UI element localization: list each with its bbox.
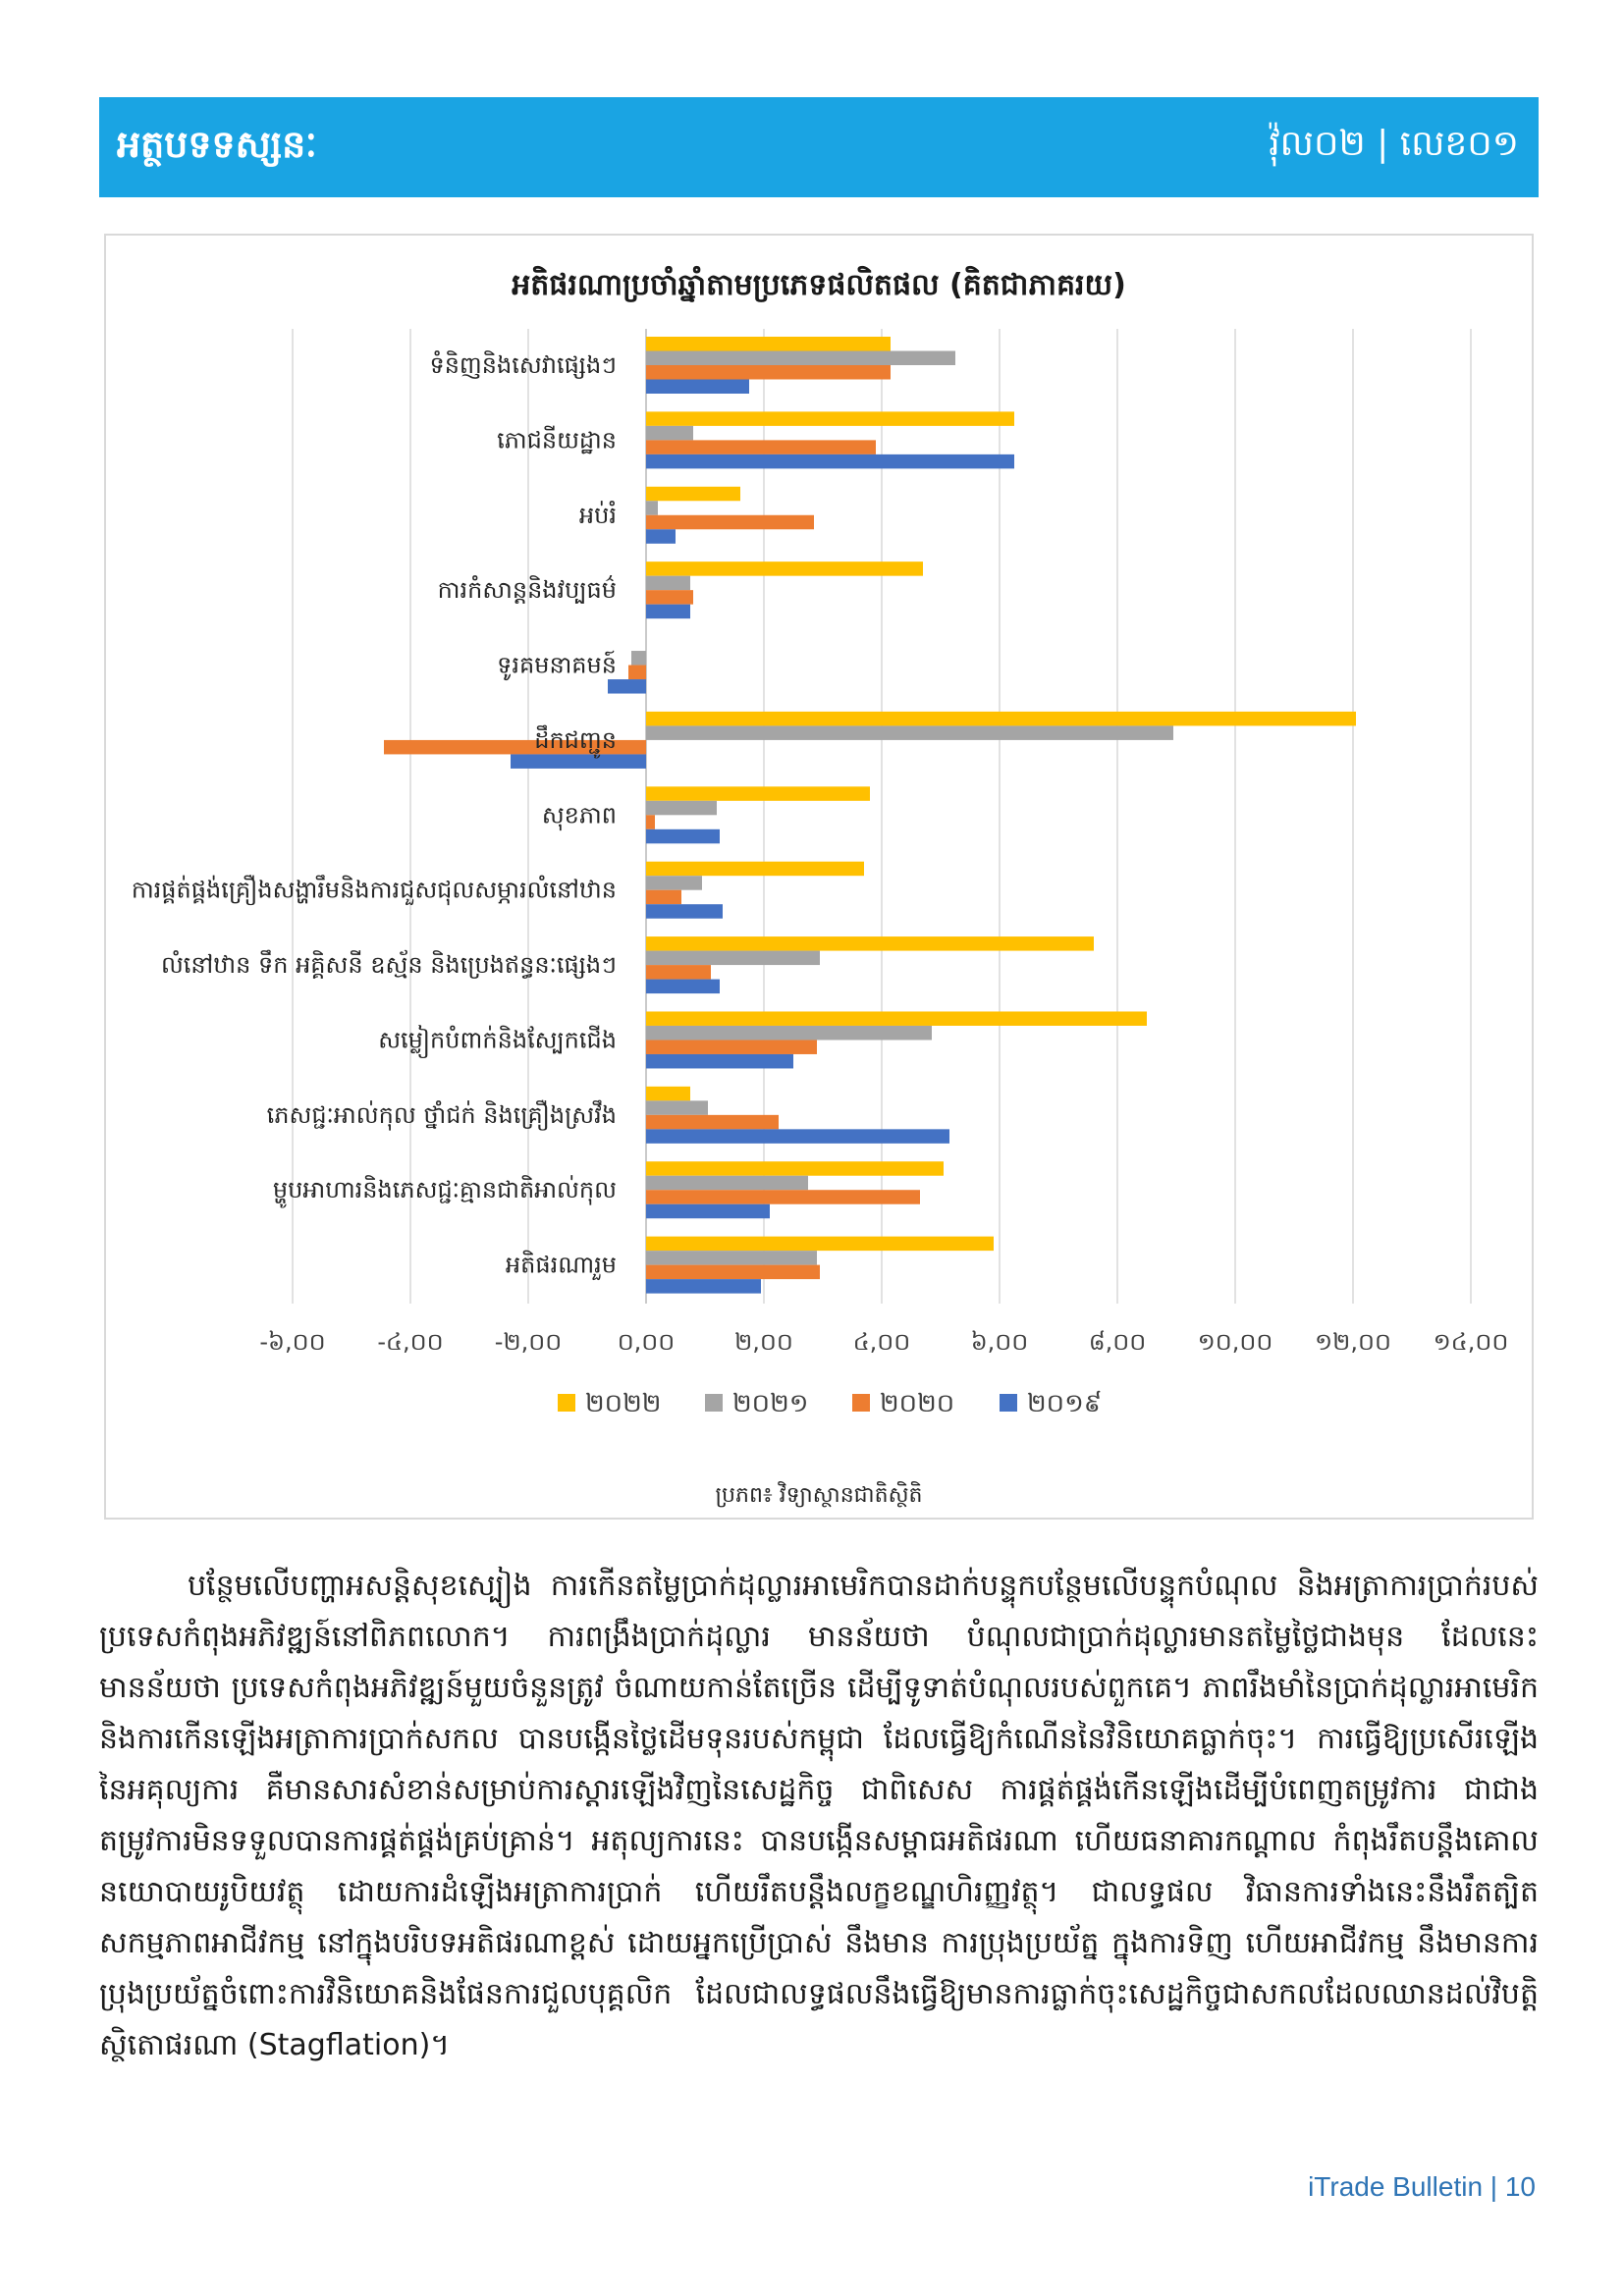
bar-1-2 [646, 440, 876, 454]
x-tick-label-4: ២,០០ [734, 1328, 793, 1356]
chart-frame: អតិផរណាប្រចាំឆ្នាំតាមប្រភេទផលិតផល (គិតជា… [104, 234, 1534, 1520]
legend-swatch-2 [852, 1394, 870, 1412]
bar-8-0 [646, 936, 1094, 951]
x-tick-label-2: -២,០០ [495, 1328, 562, 1356]
x-tick-label-9: ១២,០០ [1315, 1328, 1391, 1356]
category-label-1: ភោជនីយដ្ឋាន [497, 425, 617, 454]
body-paragraph: បន្ថែមលើបញ្ហាអសន្តិសុខស្បៀង ការកើនតម្លៃប… [99, 1569, 1539, 2062]
bar-3-0 [646, 561, 923, 576]
category-label-2: អប់រំ [579, 501, 617, 529]
category-label-12: អតិផរណារួម [506, 1251, 617, 1281]
bar-6-0 [646, 786, 870, 801]
category-label-5: ដឹកជញ្ជូន [534, 724, 617, 759]
x-tick-label-5: ៤,០០ [853, 1328, 911, 1356]
bar-3-3 [646, 604, 690, 619]
bar-10-1 [646, 1100, 708, 1115]
category-label-8: លំនៅឋាន ទឹក អគ្គិសនី ឧស្ម័ន និងប្រេងឥន្ធ… [161, 949, 617, 979]
bar-9-3 [646, 1053, 793, 1069]
category-label-11: ម្ហូបអាហារនិងភេសជ្ជៈគ្មានជាតិអាល់កុល [273, 1175, 617, 1208]
bar-2-2 [646, 514, 814, 530]
bar-5-1 [646, 725, 1173, 740]
category-label-4: ទូរគមនាគមន៍ [497, 651, 617, 681]
bar-9-1 [646, 1025, 932, 1041]
bar-5-0 [646, 711, 1356, 726]
inflation-bar-chart: អតិផរណាប្រចាំឆ្នាំតាមប្រភេទផលិតផល (គិតជា… [132, 265, 1509, 1508]
section-title: អត្ថបទទស្សនៈ [117, 123, 317, 166]
x-tick-label-3: ០,០០ [618, 1328, 676, 1356]
bar-0-1 [646, 350, 955, 365]
bar-3-1 [646, 575, 690, 591]
bar-3-2 [646, 590, 693, 605]
legend-label-0: ២០២២ [585, 1389, 661, 1418]
x-tick-label-0: -៦,០០ [259, 1328, 325, 1356]
bar-12-0 [646, 1236, 994, 1252]
bar-1-3 [646, 454, 1014, 469]
bar-7-3 [646, 904, 723, 919]
bar-6-2 [646, 815, 655, 829]
bar-9-2 [646, 1040, 817, 1054]
bar-4-1 [631, 651, 646, 666]
bar-9-0 [646, 1011, 1147, 1026]
bar-6-1 [646, 800, 717, 816]
legend-label-2: ២០២០ [880, 1389, 954, 1418]
x-tick-label-7: ៨,០០ [1089, 1328, 1147, 1356]
bar-12-3 [646, 1279, 761, 1294]
bar-5-3 [511, 754, 646, 769]
bar-0-2 [646, 365, 891, 380]
legend-swatch-0 [558, 1394, 575, 1412]
category-label-6: សុខភាព [542, 801, 617, 830]
bar-1-1 [646, 425, 693, 441]
category-label-10: ភេសជ្ជៈអាល់កុល ថ្នាំជក់ និងគ្រឿងស្រវឹង [267, 1099, 617, 1131]
bar-1-0 [646, 411, 1014, 426]
bar-10-3 [646, 1129, 949, 1144]
bar-5-2 [384, 739, 646, 755]
bar-2-3 [646, 529, 676, 544]
legend-swatch-3 [1000, 1394, 1017, 1412]
legend-label-3: ២០១៩ [1027, 1389, 1102, 1418]
x-tick-label-8: ១០,០០ [1198, 1328, 1273, 1356]
chart-title: អតិផរណាប្រចាំឆ្នាំតាមប្រភេទផលិតផល (គិតជា… [512, 265, 1126, 302]
bar-4-2 [628, 665, 646, 680]
bar-8-2 [646, 965, 711, 980]
bar-10-2 [646, 1114, 779, 1130]
legend-swatch-1 [705, 1394, 723, 1412]
bar-11-0 [646, 1161, 944, 1176]
bar-11-2 [646, 1190, 920, 1204]
bar-8-1 [646, 950, 820, 966]
bar-11-3 [646, 1203, 770, 1219]
bar-12-1 [646, 1251, 817, 1265]
issue-label: វ៉ុល០២ | លេខ០១ [1269, 124, 1519, 164]
bar-0-0 [646, 337, 891, 351]
bar-2-0 [646, 486, 740, 502]
bar-10-0 [646, 1086, 690, 1101]
bar-7-1 [646, 876, 702, 890]
chart-source: ប្រភព៖ វិទ្យាស្ថានជាតិស្ថិតិ [716, 1481, 923, 1508]
category-label-7: ការផ្គត់ផ្គង់គ្រឿងសង្ហារឹមនិងការជួសជុលសម… [132, 875, 617, 906]
x-tick-label-10: ១៤,០០ [1434, 1328, 1509, 1356]
bar-4-3 [608, 679, 646, 694]
header-bar: អត្ថបទទស្សនៈ វ៉ុល០២ | លេខ០១ [99, 97, 1539, 197]
bar-7-2 [646, 889, 681, 905]
bar-12-2 [646, 1264, 820, 1280]
category-label-9: សម្លៀកបំពាក់និងស្បែកជើង [378, 1024, 617, 1058]
bar-0-3 [646, 379, 749, 394]
bar-8-3 [646, 979, 720, 994]
bar-2-1 [646, 501, 658, 515]
legend-label-1: ២០២១ [732, 1389, 808, 1418]
bar-7-0 [646, 861, 864, 877]
category-label-0: ទំនិញនិងសេវាផ្សេងៗ [429, 350, 617, 379]
x-tick-label-6: ៦,០០ [971, 1328, 1029, 1356]
bar-6-3 [646, 828, 720, 844]
bar-11-1 [646, 1175, 808, 1191]
category-label-3: ការកំសាន្តនិងវប្បធម៌ [438, 575, 617, 604]
x-tick-label-1: -៤,០០ [377, 1328, 443, 1356]
page-footer: iTrade Bulletin | 10 [1308, 2171, 1536, 2202]
